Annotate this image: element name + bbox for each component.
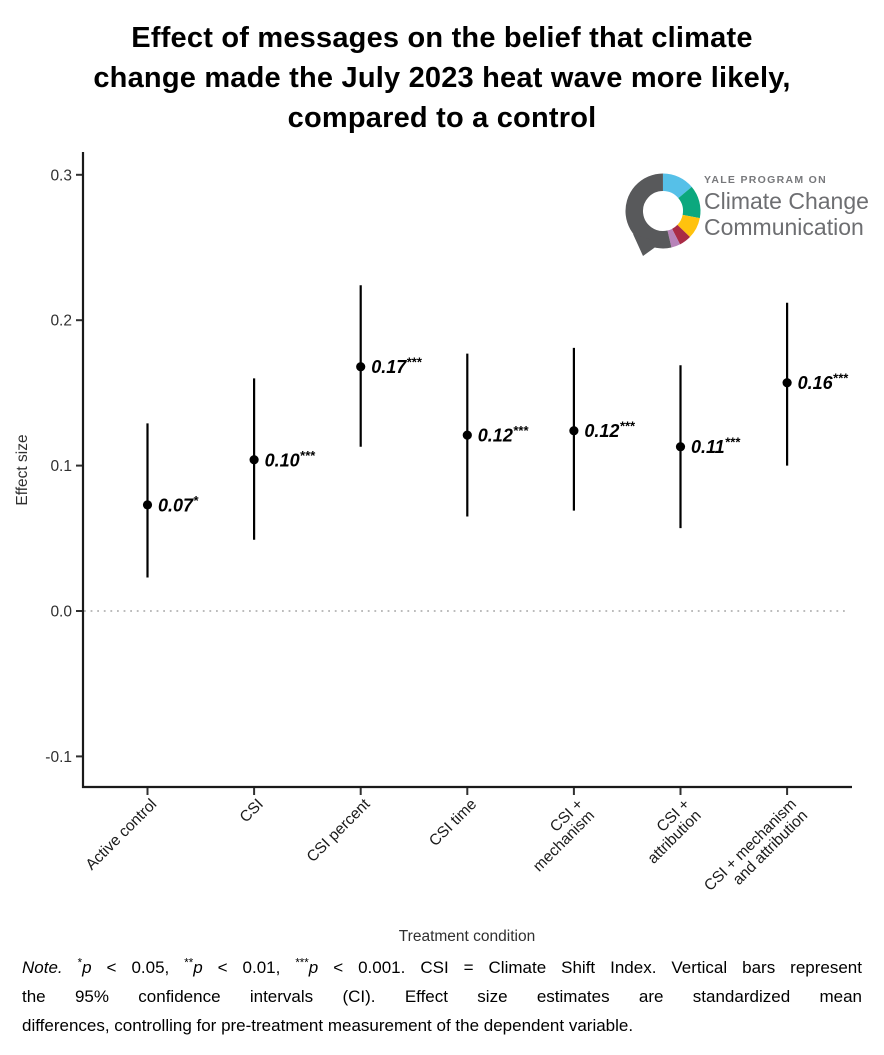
- estimate-point-4: [569, 426, 579, 436]
- estimate-point-1: [249, 455, 259, 465]
- note-line-1: Note. *p < 0.05, **p < 0.01, ***p < 0.00…: [22, 957, 862, 977]
- category-label-2-line-0: CSI percent: [304, 795, 374, 865]
- point-label-0: 0.07*: [158, 493, 199, 516]
- logo-ring-segment-sky-blue: [662, 173, 692, 199]
- chart-title: Effect of messages on the belief that cl…: [0, 18, 884, 138]
- note-line-2: the 95% confidence intervals (CI). Effec…: [22, 987, 862, 1006]
- point-label-6: 0.16***: [798, 371, 849, 394]
- note-line-3: differences, controlling for pre-treatme…: [22, 1016, 634, 1035]
- y-tick-label: -0.1: [45, 749, 72, 766]
- estimate-point-0: [142, 500, 153, 510]
- logo-ring-segment-crimson: [671, 224, 690, 245]
- category-label-0-line-0: Active control: [83, 796, 161, 874]
- point-label-3: 0.12***: [478, 423, 529, 446]
- ycc-logo-name-line2: Communication: [704, 214, 864, 240]
- logo-ring-segment-gray: [625, 173, 672, 249]
- point-label-4: 0.12***: [584, 419, 635, 442]
- ycc-logo-tagline: YALE PROGRAM ON: [704, 174, 827, 186]
- ycc-logo-icon: [625, 173, 701, 256]
- point-label-2: 0.17***: [371, 355, 422, 378]
- estimate-point-2: [356, 362, 366, 372]
- chart-title-line-3: compared to a control: [287, 102, 597, 134]
- category-label-1-line-0: CSI: [237, 796, 267, 826]
- logo-bubble-tail: [633, 234, 661, 256]
- category-label-3-line-0: CSI time: [426, 796, 480, 850]
- logo-ring-segment-green: [677, 186, 701, 219]
- figure-note: Note. *p < 0.05, **p < 0.01, ***p < 0.00…: [22, 953, 862, 1040]
- y-axis-title: Effect size: [14, 434, 31, 505]
- ycc-logo: YALE PROGRAM ON Climate Change Communica…: [618, 168, 869, 258]
- chart-title-line-2: change made the July 2023 heat wave more…: [93, 62, 791, 94]
- y-tick-label: 0.1: [50, 458, 72, 475]
- x-axis-title: Treatment condition: [399, 928, 535, 945]
- ycc-logo-name-line1: Climate Change: [704, 188, 869, 214]
- estimate-point-3: [462, 430, 472, 440]
- y-tick-label: 0.3: [50, 167, 72, 184]
- logo-ring-segment-yellow: [676, 214, 700, 238]
- estimate-point-5: [675, 442, 686, 452]
- logo-ring-segment-lilac: [667, 228, 681, 248]
- estimate-point-6: [782, 378, 792, 388]
- chart-title-line-1: Effect of messages on the belief that cl…: [131, 22, 753, 54]
- y-tick-label: 0.2: [50, 313, 72, 330]
- point-label-1: 0.10***: [265, 448, 316, 471]
- point-label-5: 0.11***: [691, 435, 741, 458]
- y-tick-label: 0.0: [50, 604, 72, 621]
- ycc-logo-text: YALE PROGRAM ON Climate Change Communica…: [704, 174, 869, 240]
